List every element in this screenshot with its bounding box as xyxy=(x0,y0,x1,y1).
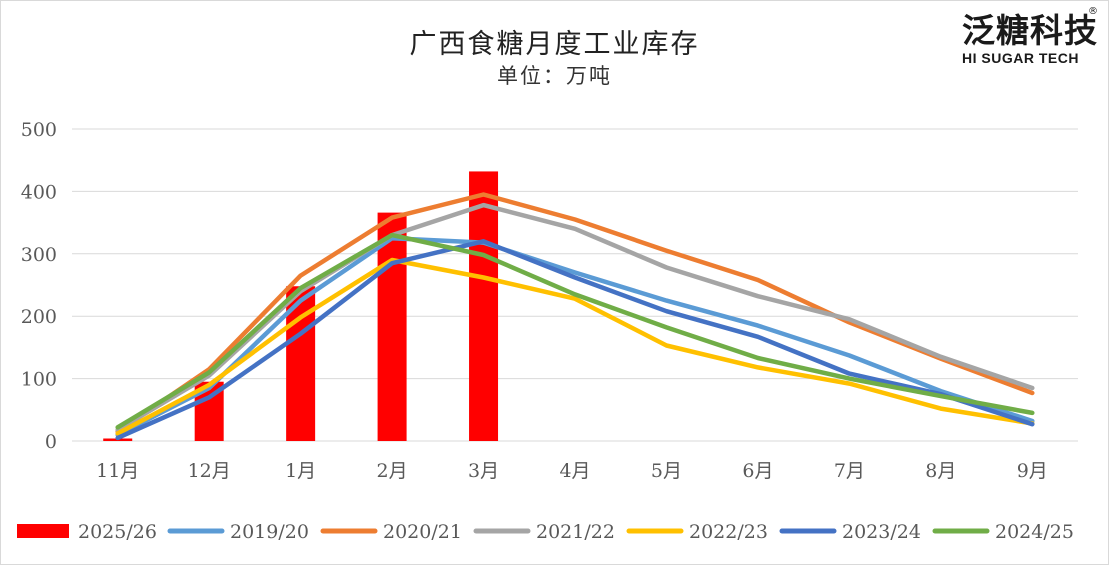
x-tick-label: 12月 xyxy=(188,460,231,482)
legend-label-2021-22: 2021/22 xyxy=(536,521,615,543)
series-line-2022-23 xyxy=(115,257,1035,436)
y-tick-label: 300 xyxy=(21,244,57,266)
series-line-2023-24 xyxy=(115,239,1035,441)
series-line-2024-25 xyxy=(115,232,1035,430)
x-tick-label: 3月 xyxy=(468,460,499,482)
logo-english-text: HI SUGAR TECH xyxy=(962,50,1079,66)
series-line-2021-22 xyxy=(115,202,1035,433)
x-tick-label: 6月 xyxy=(742,460,773,482)
brand-logo: 泛糖科技 HI SUGAR TECH ® xyxy=(962,6,1098,66)
y-tick-label: 400 xyxy=(21,181,57,203)
legend-label-2024-25: 2024/25 xyxy=(995,521,1074,543)
logo-chinese-text: 泛糖科技 xyxy=(962,11,1098,50)
y-tick-label: 200 xyxy=(21,306,57,328)
x-tick-label: 5月 xyxy=(651,460,682,482)
legend-label-2019-20: 2019/20 xyxy=(230,521,309,543)
legend-label-2022-23: 2022/23 xyxy=(689,521,768,543)
chart-title: 广西食糖月度工业库存 xyxy=(409,29,700,60)
registered-mark: ® xyxy=(1088,6,1098,17)
x-tick-label: 7月 xyxy=(834,460,865,482)
legend-swatch-2025-26 xyxy=(17,524,69,538)
bar-2025-26 xyxy=(469,171,499,441)
x-tick-label: 4月 xyxy=(559,460,590,482)
legend-label-2025-26: 2025/26 xyxy=(78,521,157,543)
legend-label-2023-24: 2023/24 xyxy=(842,521,921,543)
legend-label-2020-21: 2020/21 xyxy=(383,521,462,543)
x-tick-label: 11月 xyxy=(96,460,139,482)
series-line-2020-21 xyxy=(115,192,1035,434)
x-tick-label: 1月 xyxy=(285,460,316,482)
chart-subtitle: 单位：万吨 xyxy=(497,64,612,88)
y-tick-label: 100 xyxy=(21,369,57,391)
y-tick-label: 500 xyxy=(21,119,57,141)
bar-2025-26 xyxy=(377,212,407,441)
x-tick-label: 9月 xyxy=(1017,460,1048,482)
series-line-2019-20 xyxy=(115,235,1035,438)
y-tick-label: 0 xyxy=(45,431,57,453)
x-tick-label: 2月 xyxy=(377,460,408,482)
x-tick-label: 8月 xyxy=(925,460,956,482)
